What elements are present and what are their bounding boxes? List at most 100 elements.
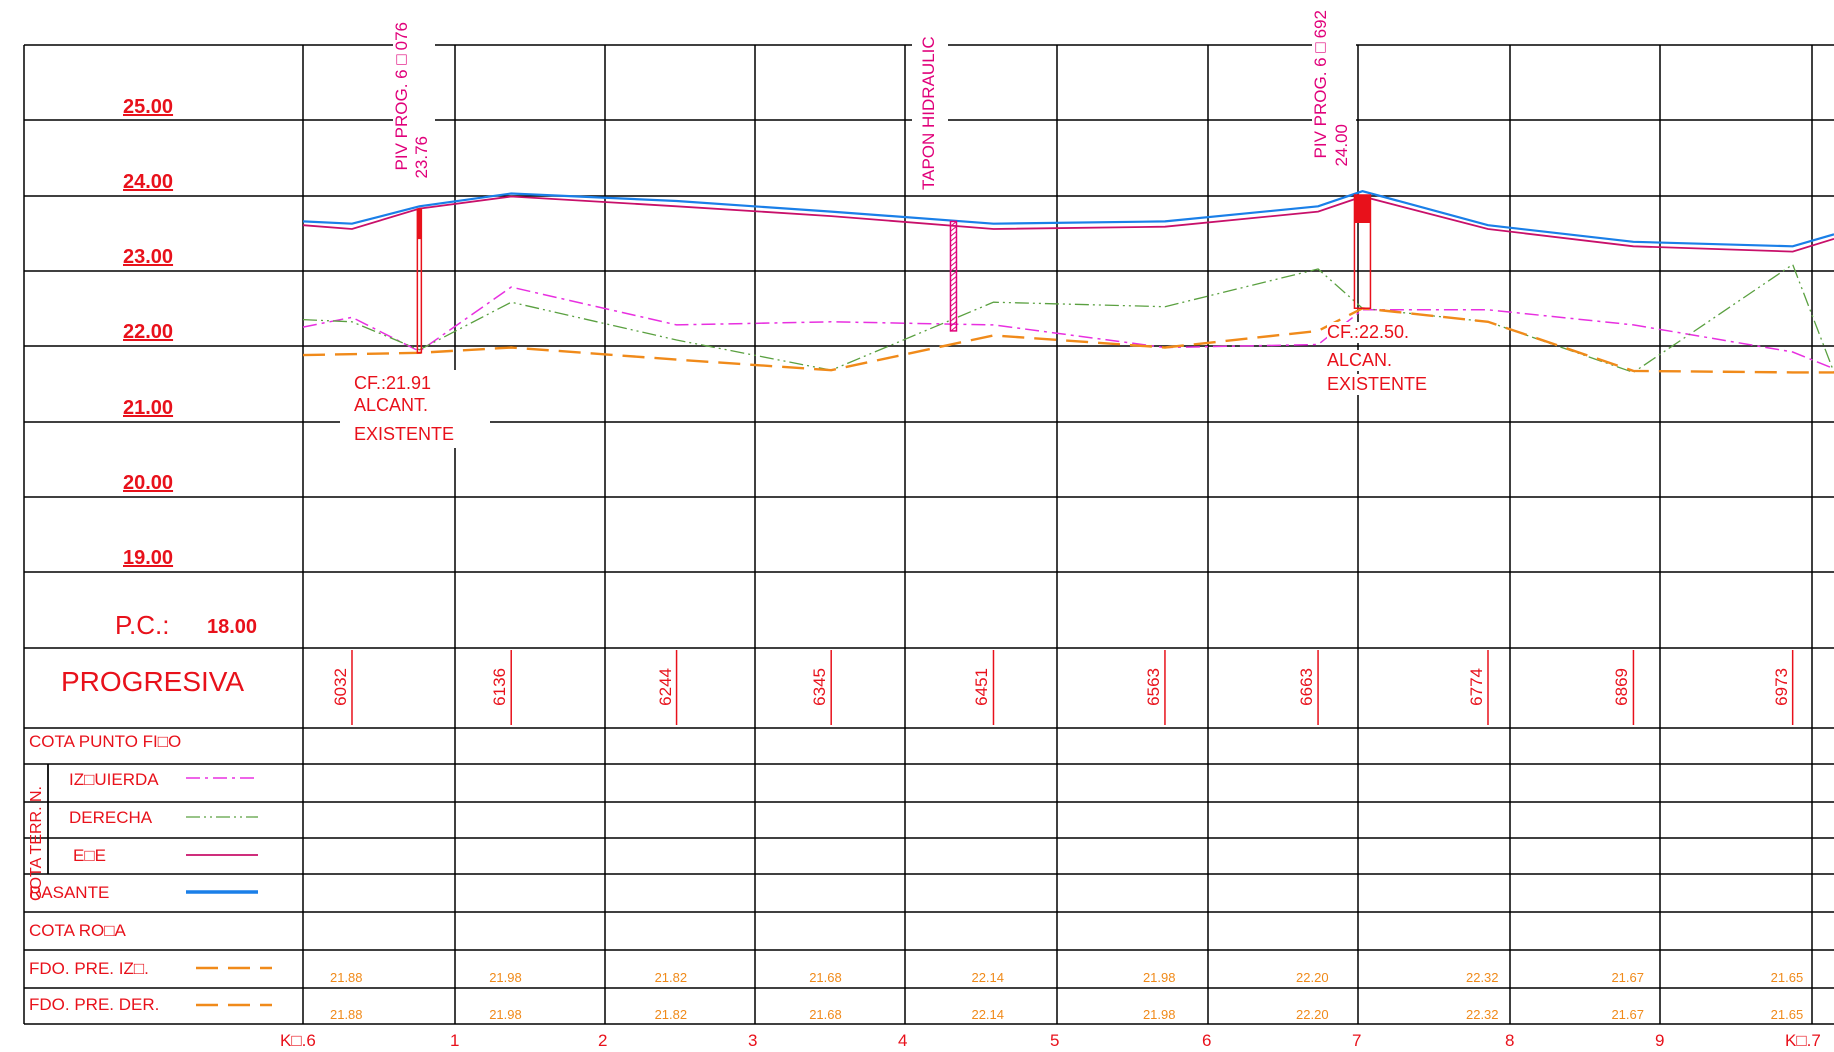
tapon-hatch [950,306,957,312]
bottom-axis-label: 2 [598,1031,608,1050]
progresiva-value: 6244 [655,668,675,706]
progresiva-value: 6345 [810,668,830,706]
bottom-axis-label: K□.6 [280,1031,316,1050]
fdo-izq-value: 21.67 [1611,970,1644,985]
tapon-hatch [950,256,957,262]
tapon-label-bg [912,35,948,195]
progresiva-value: 6136 [490,668,510,706]
fdo-izq-value: 22.14 [971,970,1005,985]
elevation-label-24: 24.00 [123,171,174,193]
tapon-hatch [950,321,957,327]
progresiva-value: 6973 [1771,668,1791,706]
bottom-axis-label: K□.7 [1785,1031,1821,1050]
cf2-label-1: CF.:22.50. [1327,322,1410,343]
reference-plane-value: 18.00 [207,616,258,638]
elevation-label-20: 20.00 [123,472,174,494]
progresiva-value: 6774 [1466,668,1486,706]
bottom-axis-label: 7 [1352,1031,1362,1050]
alcantarilla-2-head [1354,195,1371,223]
series-line-fdo-pre- [302,307,1834,374]
cf1-label-1: CF.:21.91 [354,373,432,393]
bottom-axis-label: 9 [1655,1031,1665,1050]
row-izquierda: IZ□UIERDA [69,770,159,789]
progresiva-value: 6869 [1612,668,1632,706]
tapon-hidraulico-label: TAPON HIDRAULIC [920,36,938,190]
elevation-label-19: 19.00 [123,547,174,569]
fdo-der-value: 21.98 [489,1007,522,1022]
piv2-elevation: 24.00 [1332,124,1351,167]
fdo-izq-value: 21.82 [654,970,688,985]
tapon-hatch [950,261,957,267]
tapon-hatch [950,311,957,317]
profile-lines [302,190,1834,374]
reference-plane-prefix: P.C.: [115,610,170,640]
progresiva-label: PROGRESIVA [61,666,245,697]
row-eje: E□E [73,846,106,865]
fdo-izq-value: 22.20 [1296,970,1329,985]
progresiva-value: 6451 [972,668,992,706]
elevation-label-23: 23.00 [123,246,174,268]
series-line-e-e [302,195,1834,253]
fdo-der-value: 22.32 [1465,1007,1499,1022]
elevation-label-25: 25.00 [123,96,174,118]
tapon-hatch [950,291,957,297]
fdo-der-value: 21.67 [1611,1007,1644,1022]
row-cota-roja: COTA RO□A [29,921,126,940]
tapon-hatch [950,236,957,242]
fdo-der-value: 21.88 [329,1007,363,1022]
fdo-izq-value: 21.98 [489,970,522,985]
tapon-hatch [950,251,957,257]
fdo-der-value: 21.65 [1770,1007,1804,1022]
fdo-der-value: 21.98 [1142,1007,1176,1022]
tapon-hatch [950,226,957,232]
tapon-hatch [950,296,957,302]
series-line-rasante [302,190,1834,248]
bottom-axis-label: 4 [898,1031,908,1050]
cf1-label-2: ALCANT. [354,395,429,415]
bottom-axis-label: 8 [1505,1031,1515,1050]
tapon-hatch [950,326,957,332]
elevation-label-21: 21.00 [123,397,174,419]
cf2-label-3: EXISTENTE [1327,374,1428,395]
row-derecha: DERECHA [69,808,153,827]
fdo-izq-value: 22.32 [1465,970,1499,985]
fdo-der-value: 22.14 [971,1007,1005,1022]
row-cota-punto-fijo: COTA PUNTO FI□O [29,732,182,751]
tapon-hatch [950,286,957,292]
fdo-der-value: 22.20 [1296,1007,1329,1022]
cf2-label-2: ALCAN. [1327,350,1393,371]
piv2-label: PIV PROG. 6□692 [1311,10,1330,159]
fdo-izq-value: 21.88 [329,970,363,985]
tapon-hatch [950,246,957,252]
bottom-axis-label: 3 [748,1031,758,1050]
tapon-hatch [950,231,957,237]
piv2-label-bg [1312,35,1356,185]
bottom-axis-label: 6 [1202,1031,1212,1050]
bottom-axis-label: 5 [1050,1031,1060,1050]
tapon-hatch [950,271,957,277]
tapon-hatch [950,316,957,322]
fdo-der-value: 21.82 [654,1007,688,1022]
grid [23,35,1834,1025]
progresiva-value: 6563 [1143,668,1163,706]
progresiva-value: 6032 [330,668,350,706]
row-rasante: RASANTE [29,883,110,902]
progresiva-value: 6663 [1297,668,1317,706]
tapon-hatch [950,221,957,227]
piv1-label: PIV PROG. 6□076 [392,22,411,171]
tapon-hatch [950,266,957,272]
row-fdo-pre-der: FDO. PRE. DER. [29,995,160,1014]
piv1-elevation: 23.76 [412,136,431,179]
piv1-label-bg [393,35,435,190]
fdo-der-value: 21.68 [809,1007,842,1022]
fdo-izq-value: 21.98 [1142,970,1176,985]
fdo-izq-value: 21.65 [1770,970,1804,985]
tapon-hatch [950,241,957,247]
tapon-hatch [950,301,957,307]
alcantarilla-1-head [417,209,422,240]
row-fdo-pre-izq: FDO. PRE. IZ□. [29,959,149,978]
elevation-label-22: 22.00 [123,321,174,343]
tapon-hatch [950,281,957,287]
